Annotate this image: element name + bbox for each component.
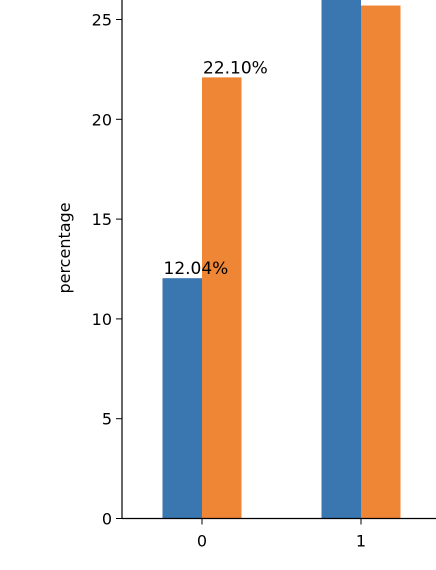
y-tick-label-20: 20 [92,110,112,129]
y-tick-label-25: 25 [92,11,112,30]
x-tick-label-0: 0 [197,532,207,551]
bar-cat-0-series-0 [162,278,202,519]
y-tick-label-5: 5 [102,410,112,429]
bar-cat-1-series-1 [361,5,401,519]
data-label-cat-0-series-0: 12.04% [164,259,229,279]
data-labels-layer: 12.04% 22.10% [164,58,268,279]
y-tick-label-10: 10 [92,310,112,329]
y-axis-title: percentage [55,202,74,293]
y-tick-label-15: 15 [92,210,112,229]
x-tick-label-1: 1 [356,532,366,551]
y-tick-label-0: 0 [102,510,112,529]
bars-layer [162,0,401,519]
data-label-cat-0-series-1: 22.10% [203,58,268,78]
bar-cat-0-series-1 [202,77,242,519]
axes-layer: 0 5 10 15 20 25 0 1 [92,0,436,551]
bar-cat-1-series-0 [321,0,361,519]
